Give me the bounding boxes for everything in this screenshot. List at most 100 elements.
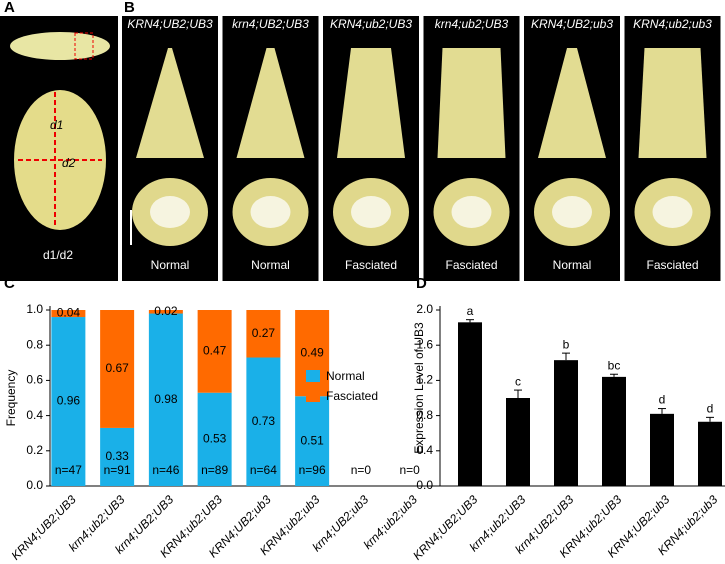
ratio-label: d1/d2	[43, 248, 73, 262]
panel-label: A	[4, 0, 15, 16]
value-label: 0.33	[105, 449, 129, 463]
y-tick-label: 1.2	[416, 373, 433, 387]
value-label: 0.73	[252, 414, 276, 428]
bar-segment	[100, 310, 135, 428]
ear-photo	[10, 32, 110, 60]
legend-swatch	[306, 390, 320, 402]
x-tick-label: KRN4;UB2;UB3	[410, 492, 480, 562]
bar	[650, 413, 674, 486]
value-label: 0.49	[300, 345, 324, 359]
bar	[458, 322, 482, 486]
y-tick-label: 1.0	[26, 302, 43, 316]
y-tick-label: 0.0	[416, 478, 433, 492]
cross-section-core	[451, 196, 492, 228]
crop-box	[74, 32, 94, 60]
genotype-label: KRN4;UB2;ub3	[531, 17, 613, 31]
phenotype-label: Normal	[553, 258, 592, 272]
d2-label: d2	[62, 156, 76, 170]
bar-segment	[295, 396, 330, 486]
sample-size: n=0	[351, 463, 372, 477]
phenotype-label: Normal	[151, 258, 190, 272]
genotype-label: KRN4;ub2;ub3	[633, 17, 712, 31]
value-label: 0.98	[154, 392, 178, 406]
sample-size: n=47	[55, 463, 82, 477]
ear-tip-photo	[437, 48, 506, 158]
y-tick-label: 0.4	[416, 443, 433, 457]
phenotype-label: Fasciated	[646, 258, 698, 272]
ear-tip-photo	[337, 48, 405, 158]
ear-tip-photo	[538, 48, 606, 158]
y-tick-label: 0.8	[416, 408, 433, 422]
y-tick-label: 0.4	[26, 408, 43, 422]
legend-label: Normal	[326, 369, 365, 383]
d1-label: d1	[50, 118, 63, 132]
significance-letter: c	[515, 374, 521, 388]
sample-size: n=96	[299, 463, 326, 477]
legend-swatch	[306, 370, 320, 382]
genotype-label: KRN4;UB2;UB3	[127, 17, 213, 31]
bar-segment	[51, 317, 86, 486]
bar-segment	[100, 427, 135, 486]
cross-section-core	[150, 196, 190, 228]
genotype-label: krn4;UB2;UB3	[232, 17, 309, 31]
value-label: 0.53	[203, 432, 227, 446]
panel-b: KRN4;UB2;UB3 Normal krn4;UB2;UB3 Normal KRN4…	[122, 16, 721, 281]
y-tick-label: 0.0	[26, 478, 43, 492]
bar-segment	[197, 392, 232, 486]
phenotype-label: Normal	[251, 258, 290, 272]
bar-segment	[197, 310, 232, 393]
y-tick-label: 1.6	[416, 337, 433, 351]
bar	[698, 421, 722, 486]
value-label: 0.27	[252, 326, 276, 340]
panel-label: D	[416, 275, 427, 292]
value-label: 0.67	[105, 361, 129, 375]
panel-label: C	[4, 275, 15, 292]
sample-size: n=46	[152, 463, 179, 477]
panel-c: C Frequency 0.0 0.2 0.4 0.6 0.8 1.0 0.96 0.04 n=47…	[4, 275, 440, 563]
significance-letter: d	[659, 393, 666, 407]
bar	[506, 398, 530, 486]
panel-label: B	[124, 0, 135, 16]
y-tick-label: 0.6	[26, 373, 43, 387]
sample-size: n=91	[104, 463, 131, 477]
legend-label: Fasciated	[326, 389, 378, 403]
y-tick-label: 2.0	[416, 302, 433, 316]
bar-segment	[246, 310, 281, 358]
sample-size: n=89	[201, 463, 228, 477]
cross-section-core	[552, 196, 592, 228]
ear-tip-photo	[638, 48, 707, 158]
significance-letter: b	[563, 337, 570, 351]
bar	[554, 360, 578, 486]
cross-section-core	[652, 196, 693, 228]
y-tick-label: 0.2	[26, 443, 43, 457]
genotype-label: KRN4;ub2;UB3	[330, 17, 412, 31]
value-label: 0.04	[57, 306, 81, 320]
significance-letter: bc	[608, 358, 621, 372]
x-tick-label: KRN4;UB2;UB3	[8, 492, 78, 562]
phenotype-label: Fasciated	[445, 258, 497, 272]
y-tick-label: 0.8	[26, 337, 43, 351]
bar-segment	[246, 357, 281, 486]
value-label: 0.47	[203, 344, 227, 358]
sample-size: n=0	[399, 463, 420, 477]
significance-letter: a	[467, 304, 474, 318]
cross-section-core	[250, 196, 291, 228]
cross-section-core	[351, 196, 391, 228]
bar-segment	[148, 313, 183, 486]
value-label: 0.96	[57, 394, 81, 408]
genotype-label: krn4;ub2;UB3	[435, 17, 509, 31]
significance-letter: d	[707, 402, 714, 416]
phenotype-label: Fasciated	[345, 258, 397, 272]
ear-tip-photo	[136, 48, 204, 158]
bar-segment	[51, 310, 86, 318]
y-axis-label: Expression Level of UB3	[412, 322, 426, 454]
bar	[602, 376, 626, 486]
bar-segment	[148, 310, 183, 314]
ear-tip-photo	[236, 48, 305, 158]
panel-d: D Expression Level of UB3 0.0 0.4 0.8 1.2 1.6 2…	[410, 275, 725, 563]
y-axis-label: Frequency	[4, 370, 18, 427]
value-label: 0.51	[300, 433, 324, 447]
value-label: 0.02	[154, 304, 178, 318]
sample-size: n=64	[250, 463, 277, 477]
